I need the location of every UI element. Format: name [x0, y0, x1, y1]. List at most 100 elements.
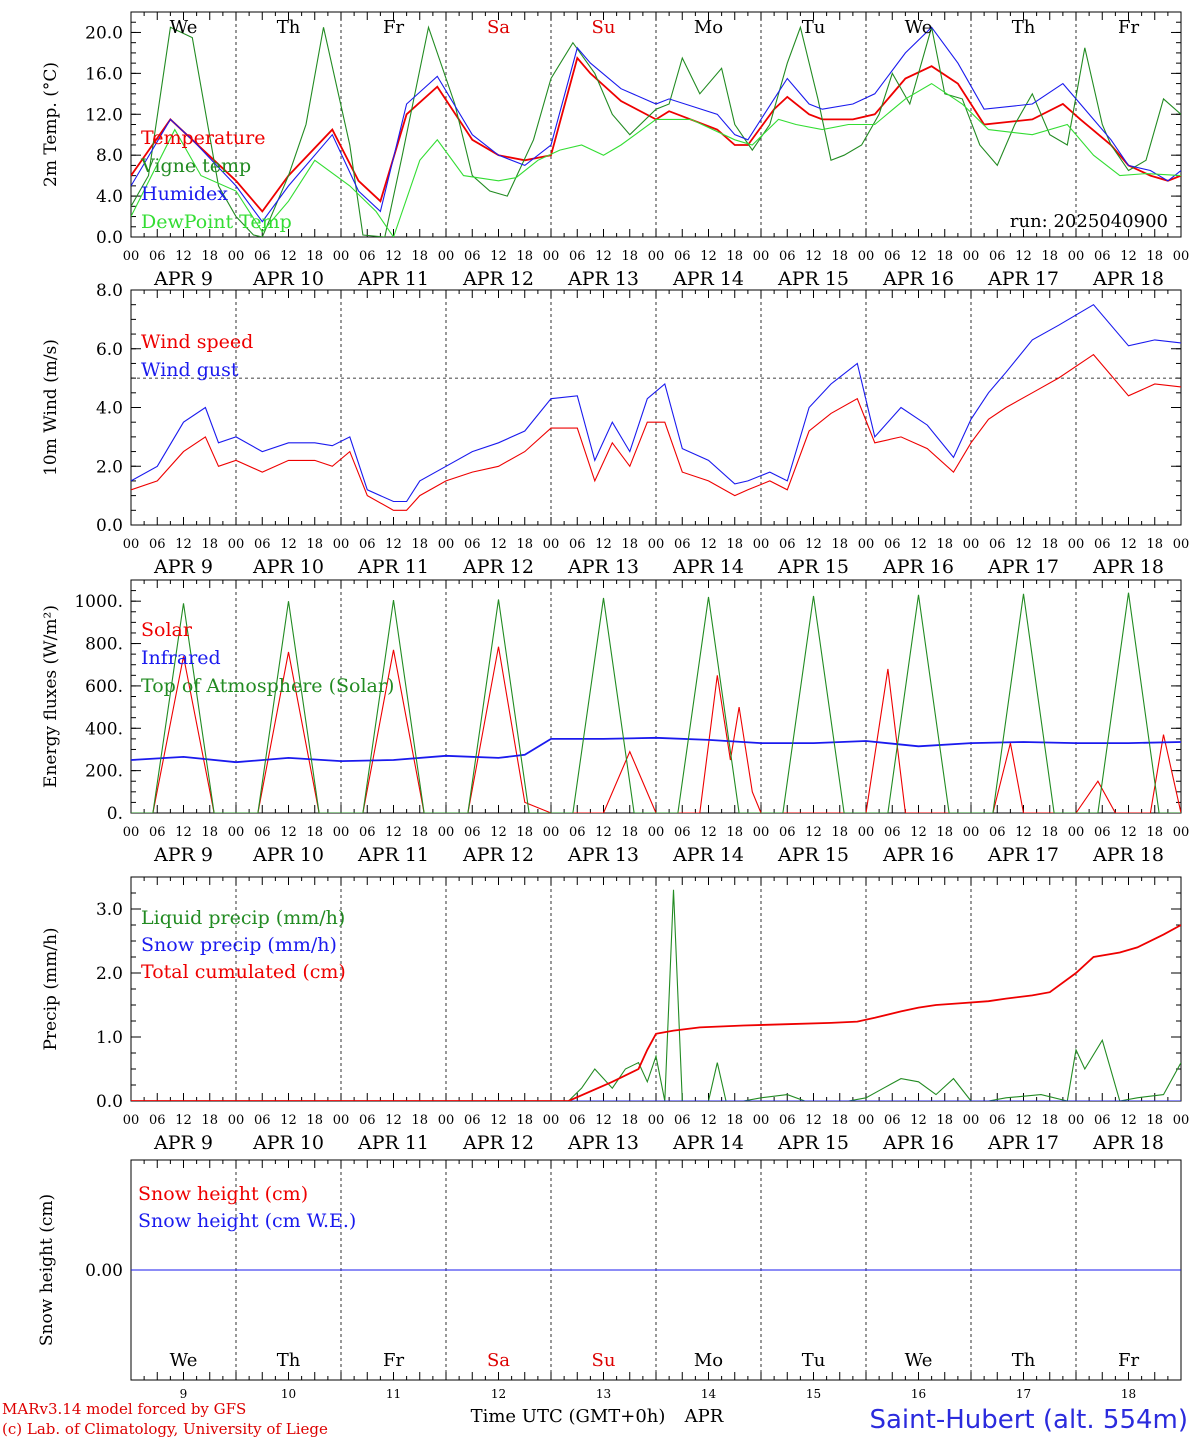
legend-entry: Wind gust: [141, 359, 239, 381]
hour-tick-label: 00: [1173, 825, 1190, 840]
hour-tick-label: 06: [149, 825, 166, 840]
hour-tick-label: 12: [385, 537, 402, 552]
y-tick-label: 16.0: [85, 64, 123, 84]
y-tick-label: 1.0: [96, 1028, 123, 1048]
series-line: [131, 56, 1181, 213]
hour-tick-label: 18: [831, 537, 848, 552]
hour-tick-label: 06: [149, 537, 166, 552]
hour-tick-label: 12: [910, 537, 927, 552]
weekday-label: Th: [277, 1350, 301, 1371]
date-label: APR 9: [153, 1132, 213, 1154]
hour-tick-label: 06: [674, 537, 691, 552]
date-label: APR 11: [357, 1132, 429, 1154]
hour-tick-label: 00: [1068, 1113, 1085, 1128]
date-label: APR 13: [567, 268, 639, 290]
hour-tick-label: 12: [1120, 1113, 1137, 1128]
hour-tick-label: 06: [569, 825, 586, 840]
hour-tick-label: 06: [989, 537, 1006, 552]
hour-tick-label: 18: [936, 249, 953, 264]
hour-tick-label: 00: [963, 825, 980, 840]
hour-tick-label: 12: [280, 1113, 297, 1128]
legend-entry: DewPoint Temp: [141, 211, 292, 233]
hour-tick-label: 18: [1041, 537, 1058, 552]
weekday-label: Tu: [802, 1350, 826, 1371]
hour-tick-label: 18: [621, 1113, 638, 1128]
y-tick-label: 2.0: [96, 964, 123, 984]
hour-tick-label: 00: [543, 1113, 560, 1128]
hour-tick-label: 06: [989, 825, 1006, 840]
hour-tick-label: 00: [333, 249, 350, 264]
series-line: [131, 82, 1181, 237]
panel-3: 0. 200. 400. 600. 800. 1000. Energy fluxes (W/…: [41, 579, 1190, 866]
hour-tick-label: 00: [648, 537, 665, 552]
y-tick-label: 2.0: [96, 457, 123, 477]
day-number: 18: [1121, 1387, 1136, 1401]
hour-tick-label: 12: [910, 249, 927, 264]
date-label: APR 17: [987, 844, 1059, 866]
time-axis-title: Time UTC (GMT+0h): [471, 1406, 666, 1427]
legend-entry: Vigne temp: [140, 155, 251, 177]
hour-tick-label: 12: [175, 825, 192, 840]
hour-tick-label: 06: [464, 825, 481, 840]
hour-tick-label: 12: [175, 1113, 192, 1128]
hour-tick-label: 00: [123, 825, 140, 840]
weekday-label: Th: [277, 17, 301, 38]
hour-tick-label: 00: [963, 1113, 980, 1128]
hour-tick-label: 00: [1173, 1113, 1190, 1128]
meteogram-panels: 0.0 4.0 8.0 12.0 16.0 20.0 2m Temp. (°C) Temper…: [37, 11, 1190, 1401]
hour-tick-label: 00: [123, 1113, 140, 1128]
weekday-label: Sa: [487, 1350, 510, 1371]
hour-tick-label: 12: [805, 537, 822, 552]
hour-tick-label: 00: [858, 1113, 875, 1128]
date-label: APR 10: [252, 556, 324, 578]
hour-tick-label: 06: [779, 1113, 796, 1128]
panel-4: 0.0 1.0 2.0 3.0 Precip (mm/h) Liquid precip (…: [41, 876, 1190, 1154]
hour-tick-label: 00: [543, 249, 560, 264]
hour-tick-label: 00: [438, 825, 455, 840]
hour-tick-label: 06: [1094, 537, 1111, 552]
hour-tick-label: 00: [333, 825, 350, 840]
y-tick-label: 200.: [85, 762, 123, 782]
legend-entry: Total cumulated (cm): [141, 961, 346, 983]
date-label: APR 10: [252, 844, 324, 866]
hour-tick-label: 06: [884, 249, 901, 264]
weekday-label: Su: [592, 17, 616, 38]
legend-entry: Snow precip (mm/h): [141, 934, 337, 956]
hour-tick-label: 18: [306, 1113, 323, 1128]
hour-tick-label: 12: [1120, 825, 1137, 840]
date-label: APR 15: [777, 844, 849, 866]
day-number: 15: [806, 1387, 821, 1401]
hour-tick-label: 12: [490, 1113, 507, 1128]
weekday-label: Fr: [1118, 1350, 1139, 1371]
date-label: APR 11: [357, 556, 429, 578]
y-tick-label: 8.0: [96, 146, 123, 166]
hour-tick-label: 12: [385, 825, 402, 840]
hour-tick-label: 18: [1146, 249, 1163, 264]
date-label: APR 11: [357, 268, 429, 290]
y-tick-label: 0.: [107, 804, 123, 824]
hour-tick-label: 12: [280, 537, 297, 552]
hour-tick-label: 18: [831, 1113, 848, 1128]
day-number: 13: [596, 1387, 611, 1401]
date-label: APR 17: [987, 556, 1059, 578]
hour-tick-label: 06: [779, 249, 796, 264]
hour-tick-label: 12: [700, 249, 717, 264]
hour-tick-label: 18: [516, 1113, 533, 1128]
hour-tick-label: 12: [595, 537, 612, 552]
hour-tick-label: 18: [936, 1113, 953, 1128]
hour-tick-label: 12: [490, 825, 507, 840]
weekday-label: We: [905, 17, 933, 38]
hour-tick-label: 00: [648, 1113, 665, 1128]
legend-entry: Solar: [141, 619, 193, 641]
y-tick-label: 4.0: [96, 399, 123, 419]
hour-tick-label: 00: [1173, 537, 1190, 552]
hour-tick-label: 18: [306, 537, 323, 552]
hour-tick-label: 18: [621, 537, 638, 552]
hour-tick-label: 18: [831, 825, 848, 840]
series-line: [131, 592, 1181, 813]
hour-tick-label: 18: [201, 1113, 218, 1128]
hour-tick-label: 06: [1094, 249, 1111, 264]
y-tick-label: 20.0: [85, 23, 123, 43]
footer-model-line: MARv3.14 model forced by GFS: [2, 1400, 246, 1418]
